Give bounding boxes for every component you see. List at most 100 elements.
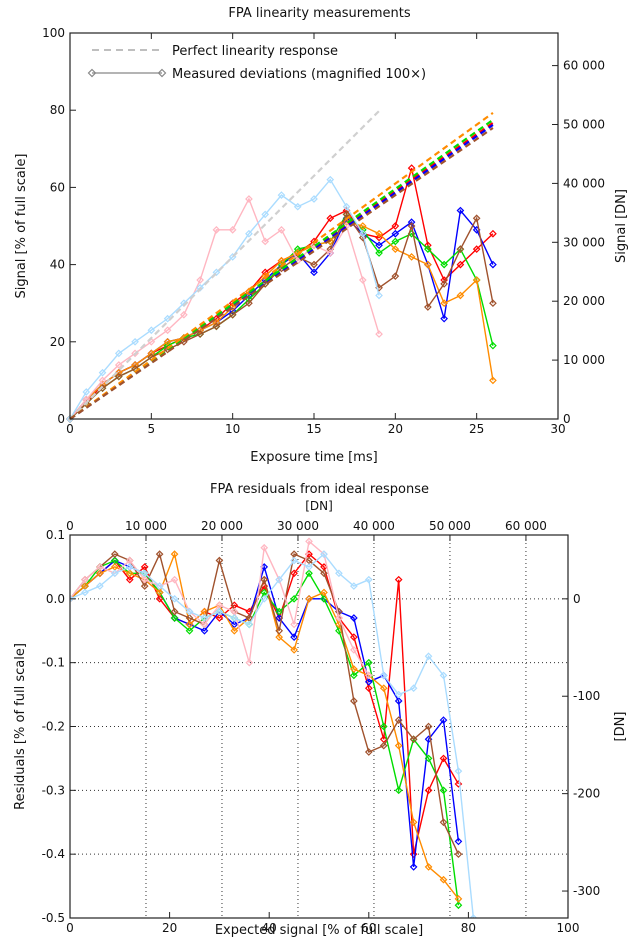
data-point [391, 229, 400, 238]
data-point [342, 202, 351, 211]
data-point [472, 276, 481, 284]
data-point [185, 620, 194, 629]
data-point [472, 214, 481, 223]
data-point [200, 614, 209, 622]
data-point [320, 550, 328, 558]
data-point [305, 537, 313, 546]
data-point [424, 652, 433, 661]
y-tick-label: -0.4 [42, 847, 65, 861]
data-point [125, 569, 134, 578]
data-point [180, 337, 188, 346]
data-point [170, 575, 179, 584]
y-tick-label: 60 [50, 180, 65, 194]
data-point [440, 260, 448, 269]
y-tick-label: -0.1 [42, 656, 65, 670]
data-point [305, 563, 313, 571]
x-tick-label: 60 [361, 921, 376, 935]
data-point [293, 245, 302, 254]
data-point [439, 671, 448, 680]
data-point [305, 594, 313, 603]
measured-series-line [69, 221, 494, 420]
data-point [375, 241, 383, 250]
data-point [320, 569, 328, 578]
data-point [439, 754, 448, 763]
data-point [407, 253, 416, 261]
data-point [185, 614, 194, 622]
data-point [440, 299, 448, 308]
data-point [82, 388, 91, 396]
data-point [379, 722, 388, 731]
data-point [454, 837, 463, 846]
y-right-tick-label: 40 000 [563, 176, 605, 190]
data-point [140, 575, 149, 584]
data-point [147, 349, 156, 358]
data-point [379, 671, 388, 680]
data-point [440, 314, 448, 323]
data-point [114, 368, 123, 377]
data-point [469, 914, 478, 918]
data-point [454, 850, 463, 859]
x-tick-label: 80 [461, 921, 476, 935]
data-point [212, 226, 221, 234]
data-point [454, 767, 463, 776]
data-point [310, 195, 318, 203]
data-point [261, 280, 270, 288]
data-point [326, 175, 335, 184]
x-top-axis-label: [DN] [305, 499, 333, 513]
data-point [358, 222, 367, 230]
data-point [230, 626, 239, 635]
data-point [261, 210, 270, 219]
y-tick-label: 0 [57, 412, 65, 426]
data-point [350, 697, 358, 705]
data-point [454, 901, 463, 910]
data-point [342, 210, 351, 219]
data-point [215, 556, 224, 565]
data-point [424, 722, 433, 731]
data-point [260, 575, 269, 584]
data-point [277, 191, 286, 199]
data-point [200, 626, 209, 635]
y-tick-label: 20 [50, 335, 65, 349]
data-point [81, 575, 89, 584]
data-point [489, 376, 497, 385]
data-point [110, 569, 119, 578]
data-point [245, 620, 254, 629]
data-point [409, 735, 418, 744]
data-point [489, 260, 497, 269]
x-tick-label: 0 [66, 422, 74, 436]
data-point [335, 614, 343, 622]
measured-series-line [69, 213, 494, 420]
data-point [364, 748, 373, 756]
data-point [439, 875, 448, 884]
data-point [364, 671, 373, 680]
data-point [394, 716, 403, 724]
ideal-response-line [69, 127, 494, 420]
x-top-tick-label: 60 000 [505, 519, 547, 533]
x-axis-label: Exposure time [ms] [250, 450, 377, 465]
data-point [350, 614, 358, 622]
data-point [215, 607, 224, 616]
y-axis-label: Signal [% of full scale] [14, 153, 29, 298]
data-point [170, 607, 179, 616]
data-point [379, 684, 388, 693]
x-tick-label: 15 [306, 422, 321, 436]
residual-series-line [70, 553, 475, 918]
data-point [407, 222, 416, 230]
data-point [170, 594, 179, 603]
data-point [228, 303, 237, 311]
y-right-tick-label: 60 000 [563, 59, 605, 73]
data-point [375, 291, 383, 300]
legend-diamond-marker [157, 68, 167, 78]
x-tick-label: 20 [162, 921, 177, 935]
data-point [391, 237, 400, 246]
data-point [96, 563, 104, 571]
x-top-tick-label: 10 000 [125, 519, 167, 533]
x-top-tick-label: 0 [66, 519, 74, 533]
data-point [290, 569, 298, 578]
data-point [155, 588, 164, 597]
ideal-response-line [69, 119, 494, 420]
data-point [375, 249, 383, 257]
data-point [409, 684, 418, 693]
